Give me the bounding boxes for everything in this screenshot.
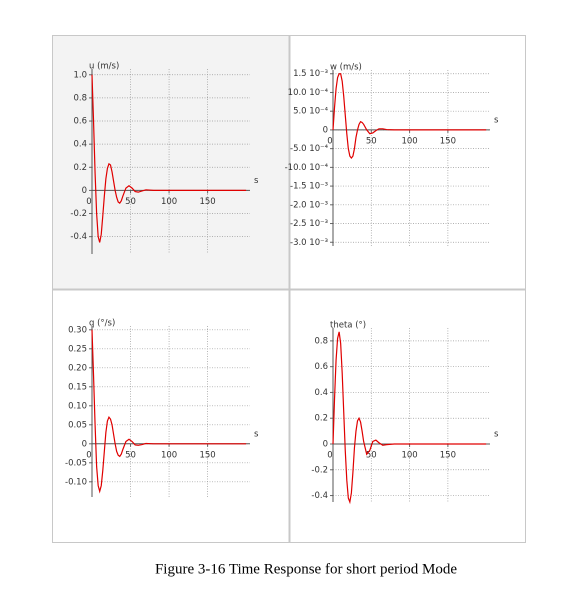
caption: Figure 3-16 Time Response for short peri… bbox=[155, 561, 457, 577]
y-tick-label: 0.30 bbox=[68, 325, 87, 335]
x-tick-label: 150 bbox=[199, 197, 215, 207]
x-tick-label: 150 bbox=[440, 136, 456, 146]
y-tick-label: 0 bbox=[82, 186, 87, 196]
x-tick-label: 0 bbox=[327, 451, 332, 461]
data-line bbox=[332, 73, 487, 159]
y-tick-label: 0.6 bbox=[314, 362, 328, 372]
x-tick-label: 150 bbox=[440, 451, 456, 461]
x-tick-label: 100 bbox=[401, 136, 417, 146]
x-axis-title: s bbox=[494, 430, 499, 440]
x-tick-label: 100 bbox=[161, 450, 177, 460]
y-tick-label: -2.5 10⁻³ bbox=[290, 219, 328, 229]
y-tick-label: -0.10 bbox=[65, 477, 87, 487]
x-tick-label: 50 bbox=[125, 450, 136, 460]
y-tick-label: 0 bbox=[82, 439, 87, 449]
y-axis-title: q (°/s) bbox=[89, 319, 115, 329]
x-tick-label: 100 bbox=[401, 451, 417, 461]
x-tick-label: 0 bbox=[86, 197, 91, 207]
x-tick-label: 50 bbox=[125, 197, 136, 207]
x-tick-label: 50 bbox=[366, 451, 377, 461]
y-tick-label: -0.2 bbox=[70, 209, 87, 219]
y-tick-label: 0.15 bbox=[68, 382, 87, 392]
y-tick-label: 0.4 bbox=[73, 140, 87, 150]
y-tick-label: -3.0 10⁻³ bbox=[290, 238, 328, 248]
x-tick-label: 0 bbox=[86, 450, 91, 460]
y-tick-label: 0.05 bbox=[68, 420, 87, 430]
y-tick-label: 0.25 bbox=[68, 344, 87, 354]
y-tick-label: -5.0 10⁻⁴ bbox=[290, 144, 329, 154]
y-tick-label: -0.4 bbox=[311, 491, 328, 501]
y-axis-title: u (m/s) bbox=[89, 62, 119, 72]
y-tick-label: 0.20 bbox=[68, 363, 87, 373]
y-tick-label: -10.0 10⁻⁴ bbox=[285, 163, 329, 173]
y-tick-label: 5.0 10⁻⁴ bbox=[293, 107, 329, 117]
x-axis-title: s bbox=[494, 115, 499, 125]
y-tick-label: 1.0 bbox=[73, 70, 87, 80]
y-axis-title: theta (°) bbox=[330, 321, 366, 331]
x-axis-title: s bbox=[254, 176, 259, 186]
y-tick-label: 0 bbox=[323, 440, 328, 450]
y-axis-title: w (m/s) bbox=[330, 63, 362, 73]
panel-background bbox=[52, 35, 289, 289]
y-tick-label: 0.2 bbox=[73, 163, 87, 173]
y-tick-label: -1.5 10⁻³ bbox=[290, 182, 328, 192]
y-tick-label: 0.6 bbox=[73, 117, 87, 127]
x-tick-label: 0 bbox=[327, 136, 332, 146]
y-tick-label: 0.4 bbox=[314, 388, 328, 398]
data-line bbox=[91, 74, 247, 243]
y-tick-label: -2.0 10⁻³ bbox=[290, 200, 328, 210]
y-tick-label: 1.5 10⁻³ bbox=[293, 69, 328, 79]
y-tick-label: 0 bbox=[323, 125, 328, 135]
y-tick-label: 10.0 10⁻⁴ bbox=[288, 88, 329, 98]
y-tick-label: 0.8 bbox=[314, 336, 328, 346]
y-tick-label: -0.4 bbox=[70, 232, 87, 242]
data-line bbox=[91, 329, 247, 494]
x-tick-label: 150 bbox=[199, 450, 215, 460]
y-tick-label: -0.2 bbox=[311, 465, 328, 475]
data-line bbox=[332, 331, 487, 505]
y-tick-label: -0.05 bbox=[65, 458, 87, 468]
x-tick-label: 100 bbox=[161, 197, 177, 207]
x-tick-label: 50 bbox=[366, 136, 377, 146]
y-tick-label: 0.10 bbox=[68, 401, 87, 411]
y-tick-label: 0.2 bbox=[314, 414, 328, 424]
y-tick-label: 0.8 bbox=[73, 93, 87, 103]
x-axis-title: s bbox=[254, 429, 259, 439]
